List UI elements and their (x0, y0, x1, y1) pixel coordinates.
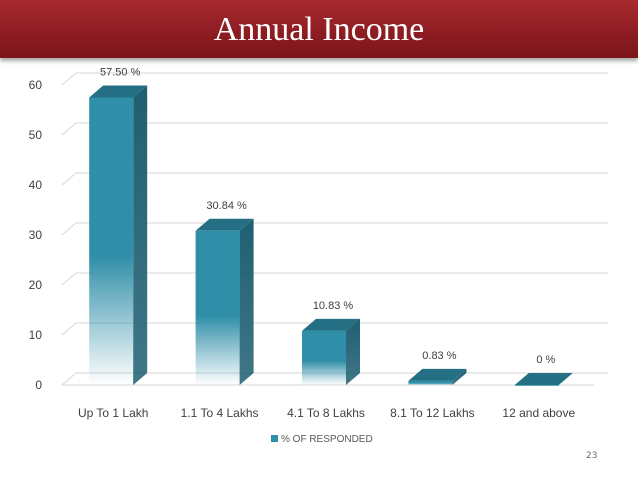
bar (89, 85, 148, 385)
bar-side (239, 218, 254, 385)
data-label: 0.83 % (422, 350, 456, 362)
bar-side (133, 85, 148, 385)
bar-top (302, 318, 360, 331)
data-labels: 57.50 % 30.84 % 10.83 % 0.83 % 0 % (100, 67, 555, 367)
gridline-depth (61, 122, 77, 136)
x-tick-label: 8.1 To 12 Lakhs (390, 406, 475, 420)
gridline-depth (61, 272, 77, 286)
bar-top (89, 85, 148, 98)
x-axis: Up To 1 Lakh 1.1 To 4 Lakhs 4.1 To 8 Lakhs… (78, 406, 576, 420)
y-tick-label: 60 (29, 78, 43, 92)
data-label: 57.50 % (100, 67, 141, 79)
bar-side (346, 318, 360, 385)
title-banner: Annual Income (0, 0, 638, 58)
bar (195, 218, 254, 385)
legend: % OF RESPONDED (271, 434, 373, 445)
gridline-depth (61, 222, 77, 236)
bars (89, 85, 573, 386)
data-label: 0 % (536, 354, 555, 366)
bar (302, 318, 360, 385)
bar-top (408, 368, 467, 381)
gridline-depth (61, 372, 77, 386)
gridline-depth (61, 322, 77, 336)
data-label: 10.83 % (313, 300, 354, 312)
y-tick-label: 30 (29, 228, 43, 242)
x-tick-label: Up To 1 Lakh (78, 406, 149, 420)
x-tick-label: 1.1 To 4 Lakhs (181, 406, 259, 420)
legend-label: % OF RESPONDED (281, 434, 373, 445)
bar-front (302, 330, 346, 385)
page-number: 23 (586, 451, 598, 461)
data-label: 30.84 % (206, 200, 247, 212)
gridline-depth (61, 72, 77, 86)
x-tick-label: 4.1 To 8 Lakhs (287, 406, 365, 420)
bar-front (514, 385, 559, 386)
bar-top (195, 218, 254, 231)
gridline-depth (61, 172, 77, 186)
y-tick-label: 10 (29, 328, 43, 342)
x-tick-label: 12 and above (502, 406, 575, 420)
y-tick-label: 50 (29, 128, 43, 142)
y-tick-label: 40 (29, 178, 43, 192)
bar-front (408, 380, 453, 385)
y-axis: 0 10 20 30 40 50 60 (29, 78, 43, 392)
bar (514, 373, 573, 386)
bar-front (195, 230, 240, 385)
y-tick-label: 0 (35, 378, 42, 392)
y-tick-label: 20 (29, 278, 43, 292)
bar-front (89, 97, 134, 385)
bar-side (452, 368, 467, 385)
slide-title: Annual Income (213, 11, 425, 48)
bar (408, 368, 467, 385)
bar-top (514, 373, 573, 385)
legend-swatch (271, 435, 278, 442)
